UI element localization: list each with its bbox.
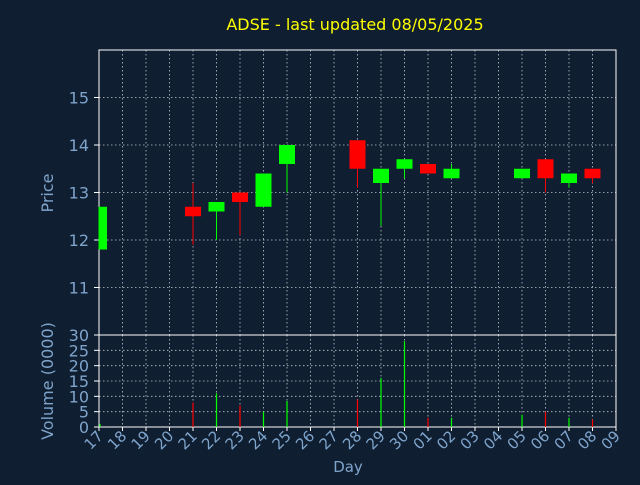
candle-body	[561, 173, 577, 183]
price-tick-label: 11	[69, 279, 89, 298]
candle-body	[584, 168, 601, 179]
x-tick-label: 20	[151, 427, 177, 453]
x-tick-label: 23	[222, 427, 248, 453]
volume-panel: 0510152025301718192021222324252627282930…	[69, 326, 624, 453]
x-tick-label: 18	[104, 427, 130, 453]
candle-body	[255, 173, 272, 207]
volume-axis-label: Volume (0000)	[38, 322, 57, 440]
candle-body	[420, 164, 436, 174]
x-tick-label: 24	[245, 427, 271, 453]
price-axis-label: Price	[38, 173, 57, 212]
x-tick-label: 26	[292, 427, 318, 453]
x-tick-label: 29	[363, 427, 389, 453]
price-tick-label: 15	[69, 89, 89, 108]
x-tick-label: 02	[433, 427, 459, 453]
chart-title: ADSE - last updated 08/05/2025	[226, 15, 483, 34]
candle-body	[443, 168, 460, 179]
price-panel-frame	[98, 49, 617, 336]
candle-body	[349, 140, 366, 169]
candle-body	[373, 168, 389, 183]
x-tick-label: 08	[574, 427, 600, 453]
x-tick-label: 03	[457, 427, 483, 453]
x-tick-label: 07	[551, 427, 577, 453]
x-tick-label: 05	[504, 427, 530, 453]
x-tick-label: 25	[269, 427, 295, 453]
x-tick-label: 30	[386, 427, 412, 453]
x-tick-label: 01	[410, 427, 436, 453]
candle-body	[537, 159, 554, 179]
volume-tick-label: 30	[69, 326, 89, 345]
x-tick-label: 06	[527, 427, 553, 453]
x-tick-label: 22	[198, 427, 224, 453]
x-tick-label: 04	[480, 427, 506, 453]
volume-tick-label: 25	[69, 341, 89, 360]
volume-tick-label: 5	[79, 403, 89, 422]
candle-body	[185, 206, 201, 217]
candle-body	[99, 206, 107, 250]
x-tick-label: 28	[339, 427, 365, 453]
price-tick-label: 12	[69, 231, 89, 250]
price-tick-label: 14	[69, 136, 89, 155]
candle-body	[232, 192, 248, 202]
volume-tick-label: 20	[69, 357, 89, 376]
x-tick-label: 27	[316, 427, 342, 453]
x-tick-label: 21	[175, 427, 201, 453]
candle-body	[514, 168, 530, 179]
candle-body	[396, 159, 413, 169]
volume-tick-label: 15	[69, 372, 89, 391]
price-panel: 11 12 13 14 15	[69, 49, 617, 336]
x-axis-label: Day	[333, 458, 363, 476]
volume-tick-label: 10	[69, 387, 89, 406]
candle-body	[208, 202, 225, 212]
price-tick-label: 13	[69, 184, 89, 203]
volume-tick-label: 0	[79, 418, 89, 437]
candle-body	[279, 145, 295, 164]
x-tick-label: 19	[128, 427, 154, 453]
x-tick-label: 09	[598, 427, 624, 453]
